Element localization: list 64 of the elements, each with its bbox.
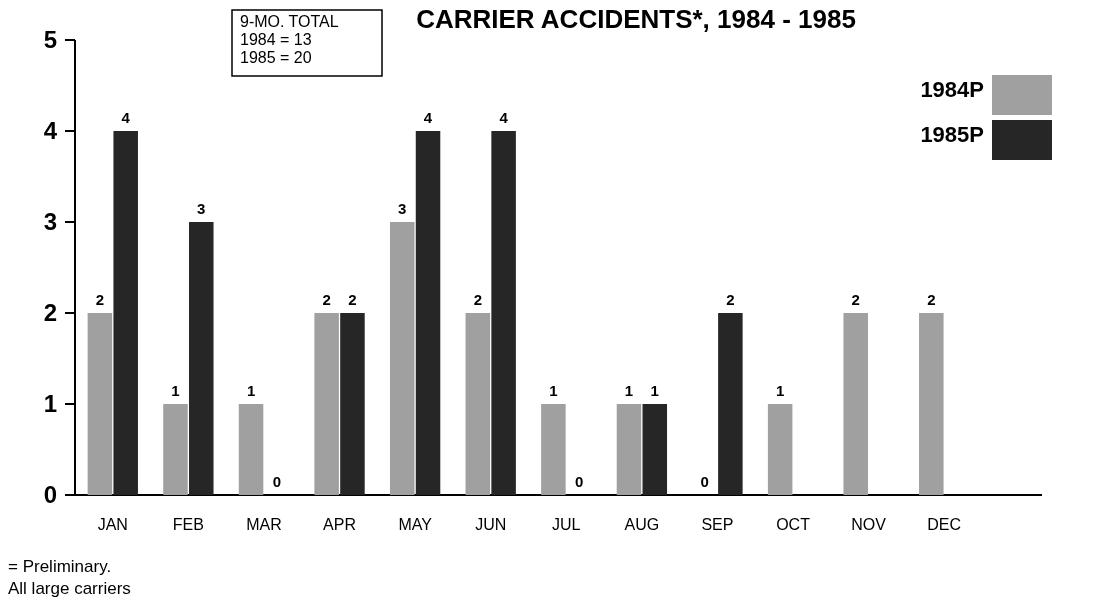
bar (919, 313, 944, 495)
bar (415, 131, 441, 495)
data-label: 2 (473, 291, 482, 308)
data-label: 3 (398, 200, 407, 217)
data-label: 0 (700, 473, 709, 490)
data-label: 0 (575, 473, 584, 490)
data-label: 1 (246, 382, 256, 399)
x-tick-label: MAY (398, 516, 433, 533)
bar (843, 313, 868, 495)
x-tick-label: JUL (552, 516, 581, 533)
bar (767, 404, 793, 495)
data-label: 2 (851, 291, 860, 308)
bar (87, 313, 113, 495)
bar (340, 313, 365, 495)
x-tick-label: SEP (701, 516, 734, 533)
legend-label: 1984P (920, 77, 984, 102)
x-tick-label: OCT (776, 516, 811, 533)
x-tick-label: JAN (97, 516, 128, 533)
x-tick-label: FEB (172, 516, 204, 533)
text: = Preliminary. (8, 557, 112, 576)
y-tick-label: 5 (43, 26, 57, 53)
x-tick-label: DEC (927, 516, 962, 533)
bar (314, 313, 339, 495)
y-tick-label: 1 (43, 390, 57, 417)
x-tick-label: APR (323, 516, 356, 533)
y-tick-label: 4 (43, 117, 58, 144)
bar (718, 313, 743, 495)
data-label: 2 (322, 291, 331, 308)
y-tick-label: 0 (43, 481, 57, 508)
x-tick-label: AUG (624, 516, 660, 533)
chart-title: CARRIER ACCIDENTS*, 1984 - 1985 (416, 4, 856, 34)
text: All large carriers (8, 579, 131, 598)
data-label: 1 (775, 382, 785, 399)
note-box: 9-MO. TOTAL 1984 = 13 1985 = 20 (231, 9, 383, 77)
data-label: 0 (272, 473, 282, 490)
bar (465, 313, 491, 495)
bar (642, 404, 668, 495)
bar (491, 131, 516, 495)
bar (616, 404, 642, 495)
data-label: 3 (197, 200, 206, 217)
data-label: 2 (726, 291, 735, 308)
y-tick-label: 2 (43, 299, 57, 326)
bar (163, 404, 188, 495)
annotation: 9-MO. TOTAL 1984 = 13 1985 = 20 (240, 13, 339, 66)
bar (113, 131, 138, 495)
data-label: 4 (423, 109, 433, 126)
bar (541, 404, 566, 495)
bar (238, 404, 264, 495)
bar (189, 222, 214, 495)
data-label: 2 (348, 291, 357, 308)
bar (389, 222, 415, 495)
legend-label: 1985P (920, 122, 984, 147)
data-label: 1 (549, 382, 558, 399)
data-label: 2 (927, 291, 936, 308)
x-tick-label: NOV (851, 516, 887, 533)
data-label: 4 (121, 109, 131, 126)
data-label: 1 (650, 382, 659, 399)
data-label: 4 (499, 109, 509, 126)
x-tick-label: JUN (475, 516, 507, 533)
data-label: 1 (624, 382, 634, 399)
y-tick-label: 3 (43, 208, 57, 235)
x-tick-label: MAR (246, 516, 282, 533)
data-label: 2 (95, 291, 105, 308)
data-label: 1 (171, 382, 180, 399)
